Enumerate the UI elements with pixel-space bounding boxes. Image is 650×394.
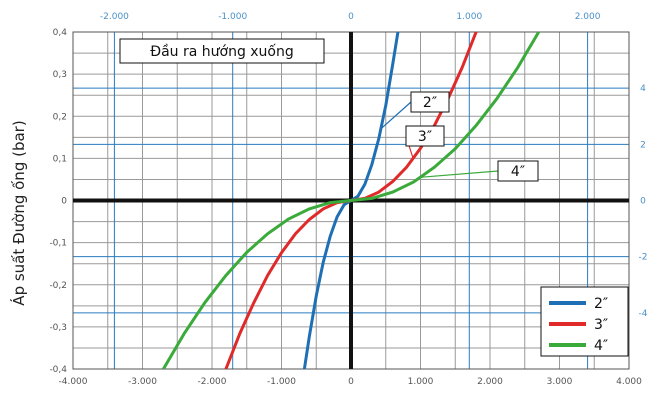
callout-leader-line bbox=[380, 101, 412, 130]
legend-label: 4″ bbox=[594, 338, 608, 354]
top-axis-tick-label: -2.000 bbox=[100, 12, 129, 22]
callout-label: 4″ bbox=[511, 164, 525, 180]
right-axis-tick-label: 0 bbox=[640, 197, 646, 207]
series-line bbox=[224, 32, 478, 369]
right-axis-tick-label: 4 bbox=[640, 84, 646, 94]
chart-title-frame bbox=[119, 38, 325, 64]
x-tick-label: 3.000 bbox=[547, 377, 573, 387]
callout-box bbox=[405, 125, 445, 147]
y-tick-label: 0 bbox=[61, 197, 67, 207]
y-axis-label: Áp suất Đường ống (bar) bbox=[9, 120, 28, 305]
x-tick-label: 0 bbox=[348, 377, 354, 387]
top-axis-tick-label: 0 bbox=[348, 12, 354, 22]
chart-title-box: Đầu ra hướng xuống bbox=[119, 38, 325, 64]
series-line bbox=[302, 32, 400, 369]
chart-title: Đầu ra hướng xuống bbox=[150, 43, 294, 60]
y-tick-label: -0,4 bbox=[49, 365, 67, 375]
right-axis-tick-label: -4 bbox=[639, 309, 648, 319]
right-axis-tick-label: -2 bbox=[639, 253, 648, 263]
legend-label: 3″ bbox=[594, 317, 608, 333]
callout-box bbox=[497, 160, 539, 182]
top-axis-tick-label: -1.000 bbox=[218, 12, 247, 22]
legend: 2″ 3″ 4″ bbox=[540, 286, 629, 357]
x-tick-label: -2.000 bbox=[197, 377, 226, 387]
y-tick-label: -0,1 bbox=[49, 239, 67, 249]
x-tick-label: 1.000 bbox=[408, 377, 434, 387]
y-tick-label: -0,2 bbox=[49, 281, 67, 291]
legend-label: 2″ bbox=[594, 296, 608, 312]
callout-label: 3″ bbox=[418, 129, 432, 145]
series-line bbox=[162, 32, 541, 369]
x-tick-label: 2.000 bbox=[477, 377, 503, 387]
y-tick-label: -0,3 bbox=[49, 323, 67, 333]
callout-label: 2″ bbox=[423, 95, 437, 111]
callout-box bbox=[410, 91, 450, 113]
y-tick-label: 0,3 bbox=[53, 70, 67, 80]
series-lines bbox=[162, 32, 541, 369]
y-tick-label: 0,1 bbox=[53, 154, 67, 164]
callout-leader-line bbox=[420, 170, 499, 178]
top-axis-tick-label: 1.000 bbox=[456, 12, 482, 22]
y-tick-label: 0,4 bbox=[53, 28, 68, 38]
x-tick-label: -3.000 bbox=[128, 377, 157, 387]
top-axis-tick-label: 2.000 bbox=[575, 12, 601, 22]
x-tick-label: -4.000 bbox=[58, 377, 87, 387]
x-tick-label: 4.000 bbox=[616, 377, 642, 387]
tick-labels: -4.000 -3.000 -2.000 -1.000 0 1.000 2.000 3.000… bbox=[49, 12, 647, 387]
series-callouts: 2″ 3″ 4″ bbox=[380, 91, 539, 182]
right-axis-tick-label: 2 bbox=[640, 140, 646, 150]
y-tick-label: 0,2 bbox=[53, 112, 67, 122]
x-tick-label: -1.000 bbox=[267, 377, 296, 387]
